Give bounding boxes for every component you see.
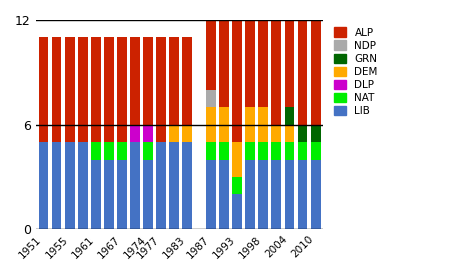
Bar xyxy=(117,142,127,160)
Bar xyxy=(65,37,74,142)
Bar xyxy=(156,142,166,229)
Bar xyxy=(206,107,215,142)
Bar xyxy=(310,160,320,229)
Bar xyxy=(297,125,307,142)
Bar xyxy=(284,125,294,142)
Bar xyxy=(130,142,140,229)
Bar xyxy=(206,90,215,107)
Bar xyxy=(232,194,241,229)
Bar xyxy=(91,160,101,229)
Bar xyxy=(91,142,101,160)
Bar xyxy=(284,20,294,107)
Bar xyxy=(182,37,192,125)
Bar xyxy=(169,125,179,142)
Bar xyxy=(297,20,307,125)
Bar xyxy=(143,142,153,160)
Bar xyxy=(310,125,320,142)
Bar xyxy=(271,125,280,142)
Bar xyxy=(245,160,255,229)
Bar xyxy=(245,107,255,142)
Bar xyxy=(117,37,127,142)
Bar xyxy=(284,160,294,229)
Bar xyxy=(232,177,241,194)
Bar xyxy=(297,142,307,160)
Bar xyxy=(143,125,153,142)
Bar xyxy=(284,107,294,125)
Bar xyxy=(104,37,113,142)
Bar xyxy=(39,142,48,229)
Bar xyxy=(310,20,320,125)
Bar xyxy=(143,160,153,229)
Bar xyxy=(130,37,140,125)
Bar xyxy=(206,20,215,90)
Bar xyxy=(245,20,255,107)
Bar xyxy=(297,160,307,229)
Bar xyxy=(232,20,241,142)
Bar xyxy=(91,37,101,142)
Bar xyxy=(39,37,48,142)
Bar xyxy=(218,160,229,229)
Bar xyxy=(271,160,280,229)
Bar xyxy=(169,142,179,229)
Bar xyxy=(206,160,215,229)
Bar xyxy=(65,142,74,229)
Bar xyxy=(104,160,113,229)
Bar xyxy=(245,142,255,160)
Bar xyxy=(258,107,268,142)
Bar xyxy=(284,142,294,160)
Bar xyxy=(258,20,268,107)
Bar xyxy=(206,142,215,160)
Bar xyxy=(182,142,192,229)
Bar xyxy=(117,160,127,229)
Bar xyxy=(182,125,192,142)
Bar xyxy=(271,20,280,125)
Bar xyxy=(51,142,62,229)
Legend: ALP, NDP, GRN, DEM, DLP, NAT, LIB: ALP, NDP, GRN, DEM, DLP, NAT, LIB xyxy=(331,25,379,119)
Bar xyxy=(78,37,87,142)
Bar xyxy=(143,37,153,125)
Bar xyxy=(78,142,87,229)
Bar xyxy=(130,125,140,142)
Bar xyxy=(271,142,280,160)
Bar xyxy=(310,142,320,160)
Bar xyxy=(258,142,268,160)
Bar xyxy=(218,142,229,160)
Bar xyxy=(169,37,179,125)
Bar xyxy=(156,37,166,142)
Bar xyxy=(258,160,268,229)
Bar xyxy=(218,107,229,142)
Bar xyxy=(218,20,229,107)
Bar xyxy=(51,37,62,142)
Bar xyxy=(104,142,113,160)
Bar xyxy=(232,142,241,177)
